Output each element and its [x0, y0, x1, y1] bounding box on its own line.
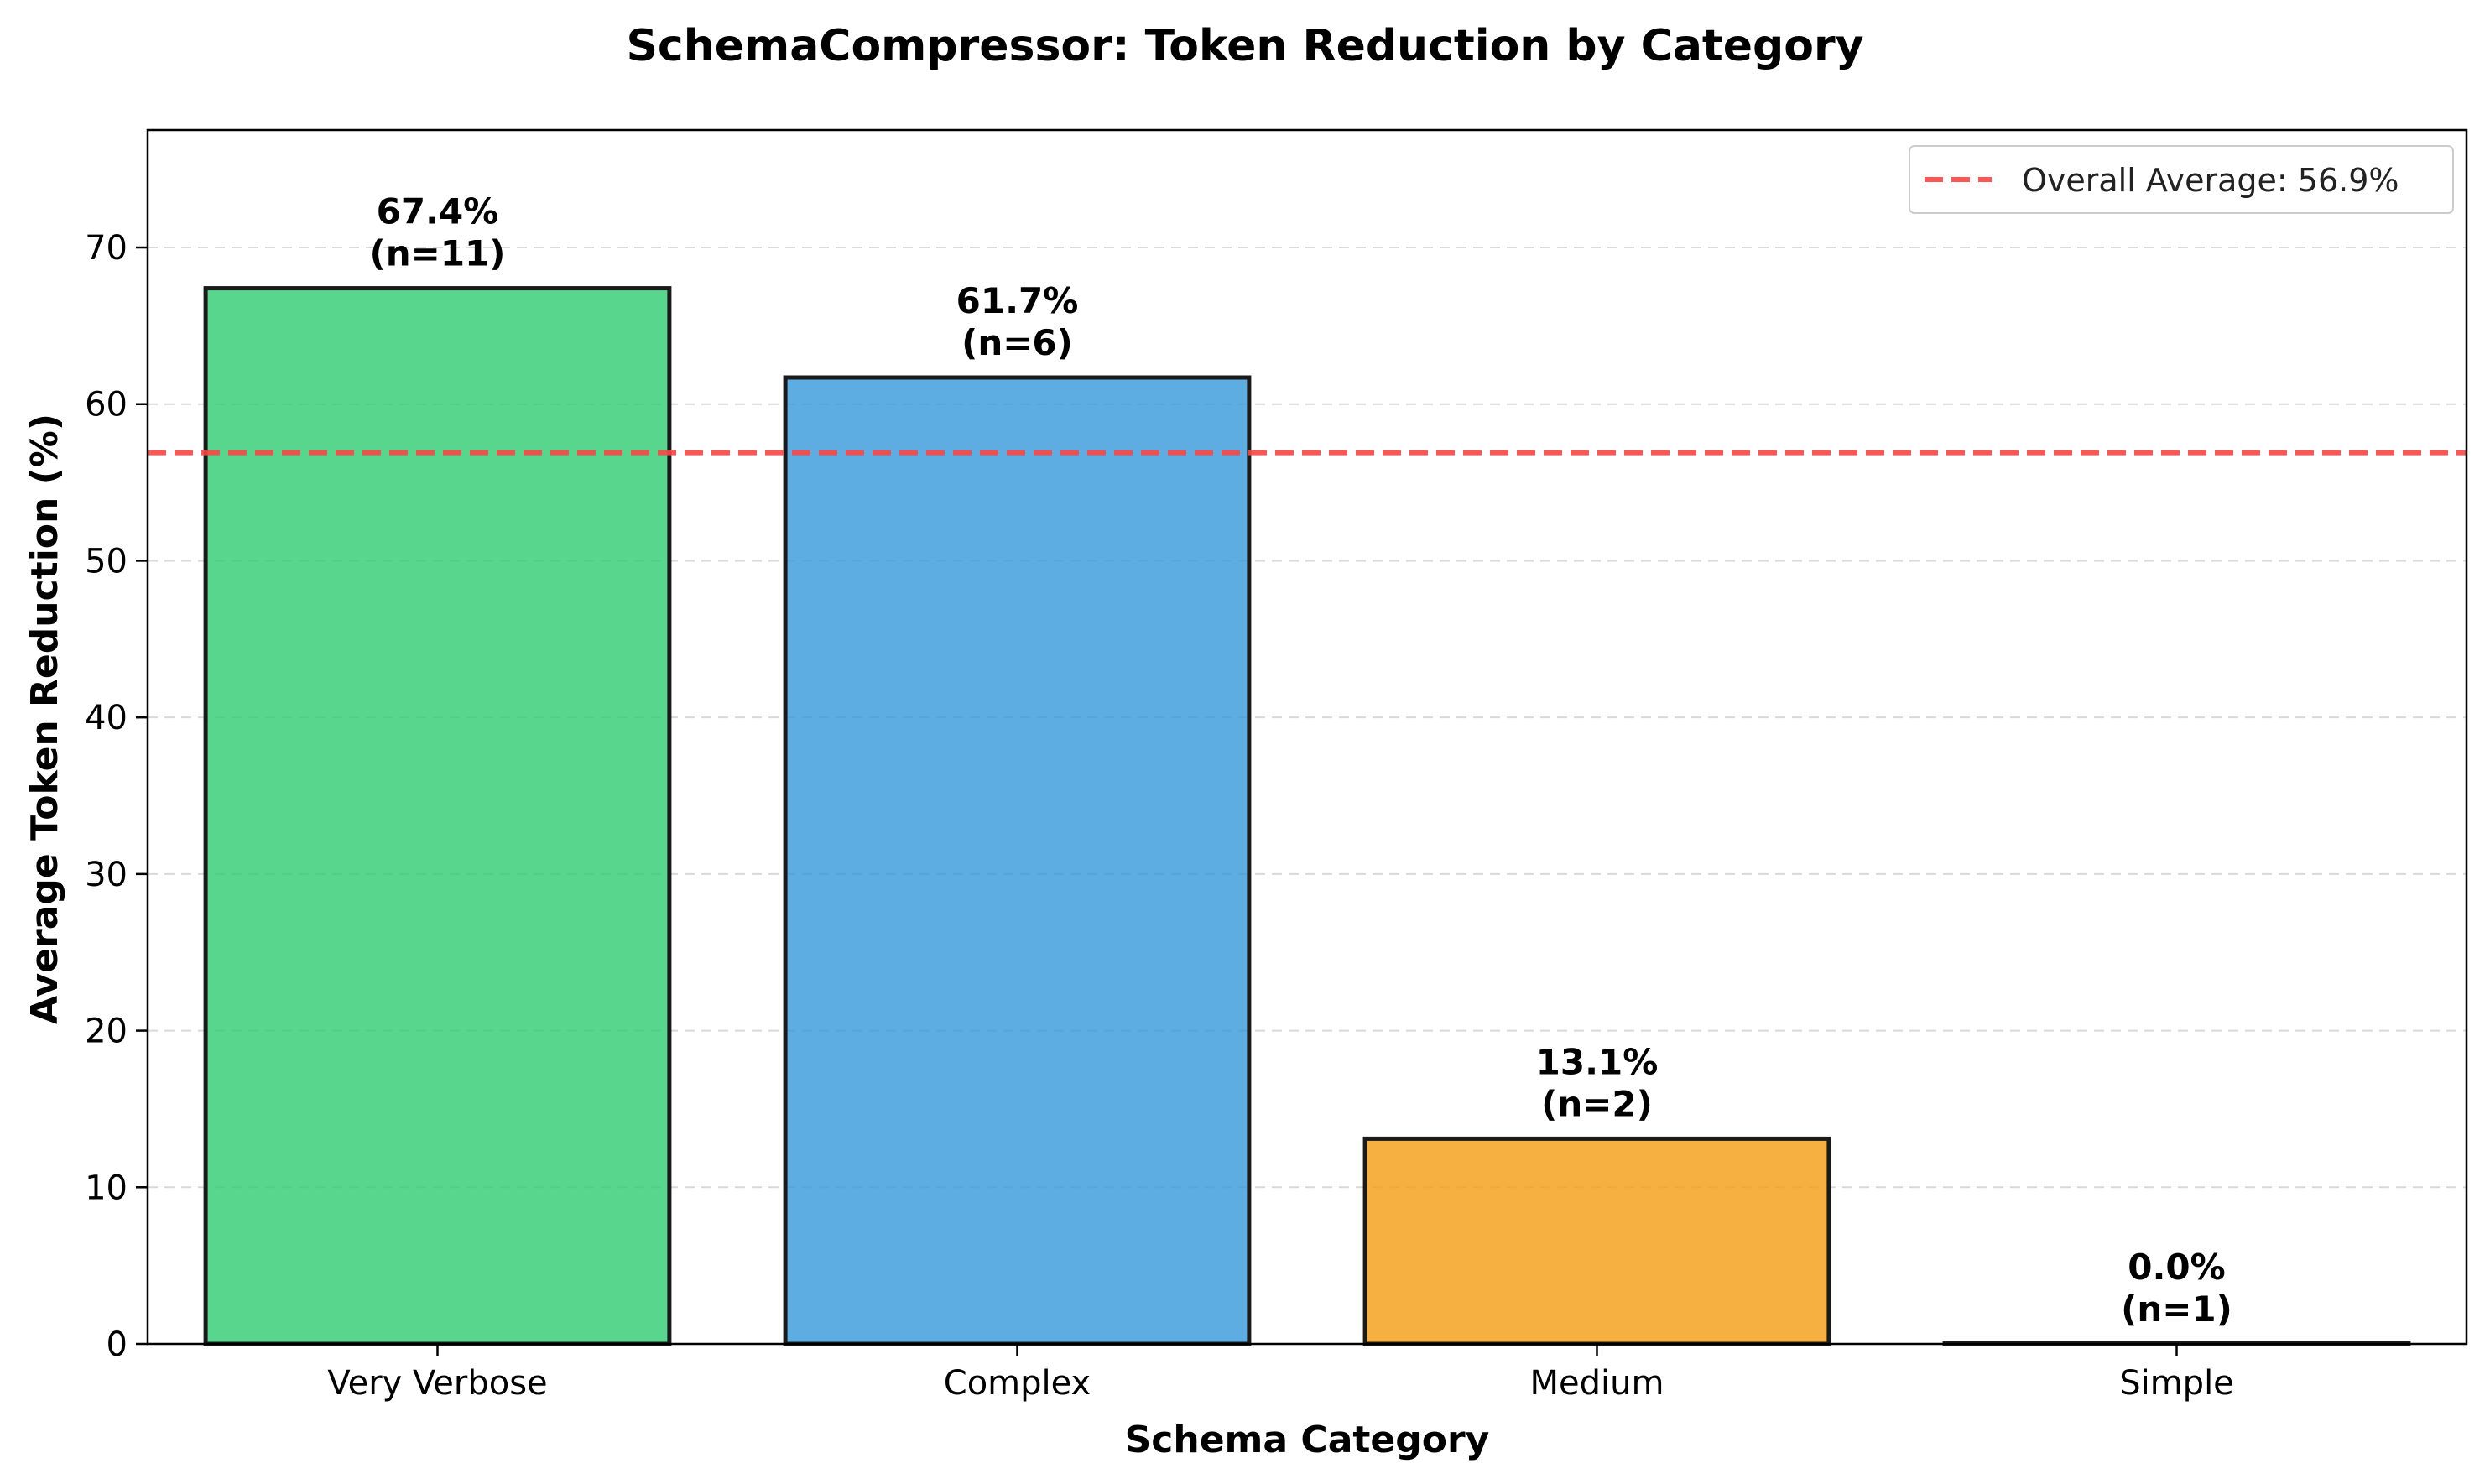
chart-title: SchemaCompressor: Token Reduction by Cat… [626, 21, 1863, 71]
bar-sample-size-label: (n=1) [2121, 1289, 2232, 1330]
x-tick-label: Complex [944, 1364, 1091, 1403]
y-tick-label: 60 [85, 386, 128, 424]
x-tick-label: Very Verbose [327, 1364, 547, 1403]
x-tick-label: Medium [1530, 1364, 1664, 1403]
y-tick-label: 10 [85, 1169, 128, 1207]
axes: 0 10 20 30 40 50 60 70 Very Verbose Complex Medium… [85, 128, 2468, 1403]
legend-box [1909, 145, 2454, 214]
bar-medium [1362, 1136, 1831, 1346]
x-tick-label: Simple [2119, 1364, 2234, 1403]
bar-value-label: 67.4% [377, 191, 499, 232]
bar-sample-size-label: (n=6) [961, 322, 1073, 363]
y-tick-label: 70 [85, 229, 128, 268]
y-tick-label: 30 [85, 856, 128, 894]
bar-value-label: 0.0% [2128, 1247, 2225, 1288]
bar-complex [783, 375, 1252, 1346]
y-tick-label: 20 [85, 1013, 128, 1051]
bar-very-verbose [203, 286, 672, 1346]
y-tick-label: 50 [85, 542, 128, 581]
data-labels: 67.4%(n=11) 61.7%(n=6) 13.1%(n=2) 0.0%(n=1) [370, 191, 2232, 1330]
bars [203, 286, 2411, 1346]
x-axis-label: Schema Category [1125, 1419, 1490, 1461]
bar-value-label: 61.7% [956, 280, 1079, 321]
legend-label: Overall Average: 56.9% [2022, 162, 2399, 199]
y-tick-label: 40 [85, 699, 128, 737]
y-axis-label: Average Token Reduction (%) [23, 414, 66, 1024]
bar-sample-size-label: (n=2) [1541, 1083, 1653, 1124]
plot-frame [146, 128, 2468, 1346]
bar-sample-size-label: (n=11) [370, 233, 506, 274]
legend: Overall Average: 56.9% [1909, 145, 2454, 214]
bar-value-label: 13.1% [1536, 1041, 1659, 1082]
y-tick-label: 0 [107, 1325, 128, 1364]
